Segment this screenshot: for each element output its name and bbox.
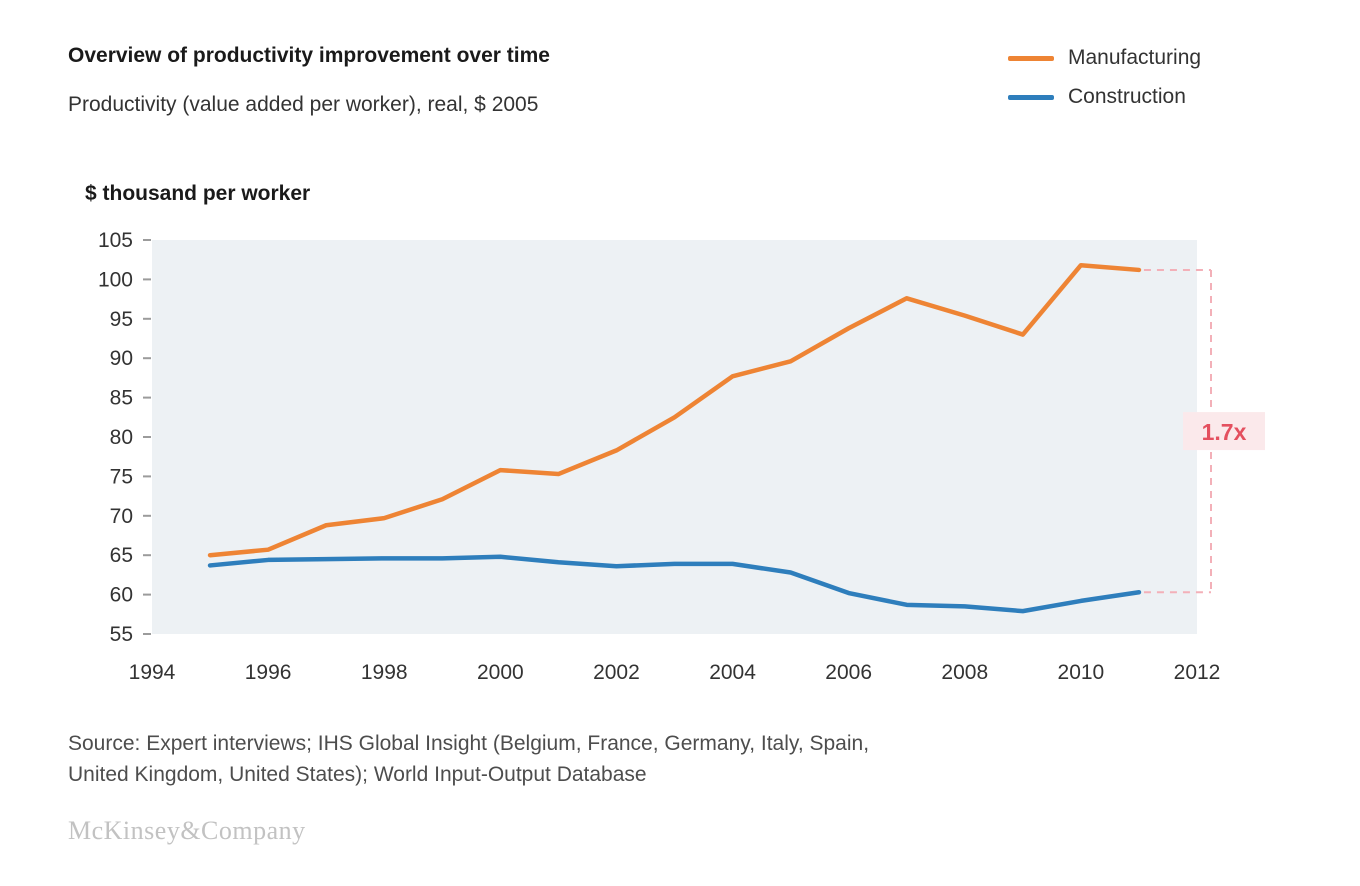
svg-text:1994: 1994 — [129, 661, 176, 684]
legend-swatch-manufacturing — [1008, 55, 1054, 61]
legend-item-construction: Construction — [1008, 85, 1201, 109]
legend-label: Construction — [1068, 85, 1186, 108]
y-axis-label: $ thousand per worker — [85, 182, 311, 205]
svg-text:1996: 1996 — [245, 661, 292, 684]
svg-text:1.7x: 1.7x — [1202, 419, 1247, 445]
svg-text:95: 95 — [110, 308, 133, 331]
svg-text:1998: 1998 — [361, 661, 408, 684]
svg-text:2006: 2006 — [825, 661, 872, 684]
source-note: Source: Expert interviews; IHS Global In… — [68, 728, 869, 790]
legend-swatch-construction — [1008, 94, 1054, 100]
svg-text:2000: 2000 — [477, 661, 524, 684]
source-line-2: United Kingdom, United States); World In… — [68, 763, 647, 786]
svg-text:2012: 2012 — [1174, 661, 1221, 684]
svg-text:105: 105 — [98, 229, 133, 252]
svg-text:2004: 2004 — [709, 661, 756, 684]
svg-text:75: 75 — [110, 465, 133, 488]
svg-text:100: 100 — [98, 268, 133, 291]
svg-text:55: 55 — [110, 623, 133, 646]
legend-item-manufacturing: Manufacturing — [1008, 46, 1201, 70]
svg-text:60: 60 — [110, 584, 133, 607]
svg-text:2010: 2010 — [1058, 661, 1105, 684]
source-line-1: Source: Expert interviews; IHS Global In… — [68, 732, 870, 755]
svg-text:90: 90 — [110, 347, 133, 370]
svg-text:65: 65 — [110, 544, 133, 567]
svg-text:2008: 2008 — [941, 661, 988, 684]
svg-text:85: 85 — [110, 387, 133, 410]
svg-text:2002: 2002 — [593, 661, 640, 684]
legend-label: Manufacturing — [1068, 46, 1202, 69]
mckinsey-logo: McKinsey&Company — [68, 816, 306, 845]
page-subtitle: Productivity (value added per worker), r… — [68, 93, 539, 116]
svg-text:70: 70 — [110, 505, 133, 528]
svg-text:80: 80 — [110, 426, 133, 449]
page-title: Overview of productivity improvement ove… — [68, 44, 550, 67]
legend: Manufacturing Construction — [1008, 46, 1201, 109]
